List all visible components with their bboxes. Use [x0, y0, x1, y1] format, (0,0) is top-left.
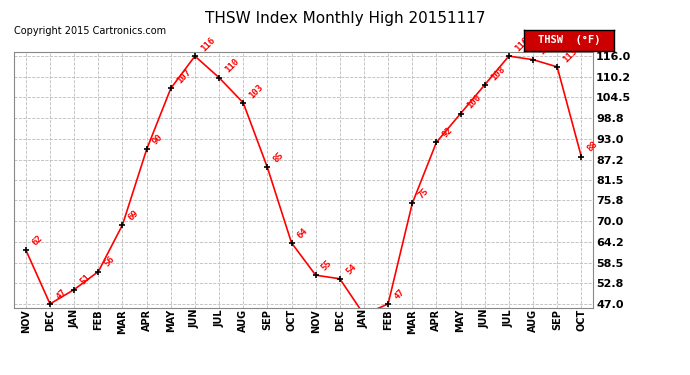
Text: 85: 85	[272, 151, 286, 165]
Text: 90: 90	[151, 133, 165, 147]
Text: 69: 69	[127, 208, 141, 222]
Text: 55: 55	[320, 258, 334, 272]
Text: 103: 103	[248, 82, 265, 100]
Text: 92: 92	[441, 126, 455, 140]
Text: 64: 64	[296, 226, 310, 240]
Text: 47: 47	[55, 287, 68, 301]
Text: 54: 54	[344, 262, 358, 276]
Text: THSW  (°F): THSW (°F)	[538, 35, 600, 45]
Text: 107: 107	[175, 68, 193, 86]
Text: 108: 108	[489, 64, 506, 82]
Text: 75: 75	[417, 187, 431, 201]
Text: 110: 110	[224, 57, 241, 75]
Text: 44: 44	[0, 374, 1, 375]
Text: 56: 56	[103, 255, 117, 269]
Text: 113: 113	[562, 46, 579, 64]
Text: Copyright 2015 Cartronics.com: Copyright 2015 Cartronics.com	[14, 26, 166, 36]
Text: 62: 62	[30, 233, 44, 247]
Text: 51: 51	[79, 273, 92, 287]
Text: 115: 115	[538, 39, 555, 57]
Text: 47: 47	[393, 287, 406, 301]
Text: 116: 116	[513, 36, 531, 53]
Text: 88: 88	[586, 140, 600, 154]
Text: 100: 100	[465, 93, 482, 111]
Text: THSW Index Monthly High 20151117: THSW Index Monthly High 20151117	[205, 11, 485, 26]
Text: 116: 116	[199, 36, 217, 53]
